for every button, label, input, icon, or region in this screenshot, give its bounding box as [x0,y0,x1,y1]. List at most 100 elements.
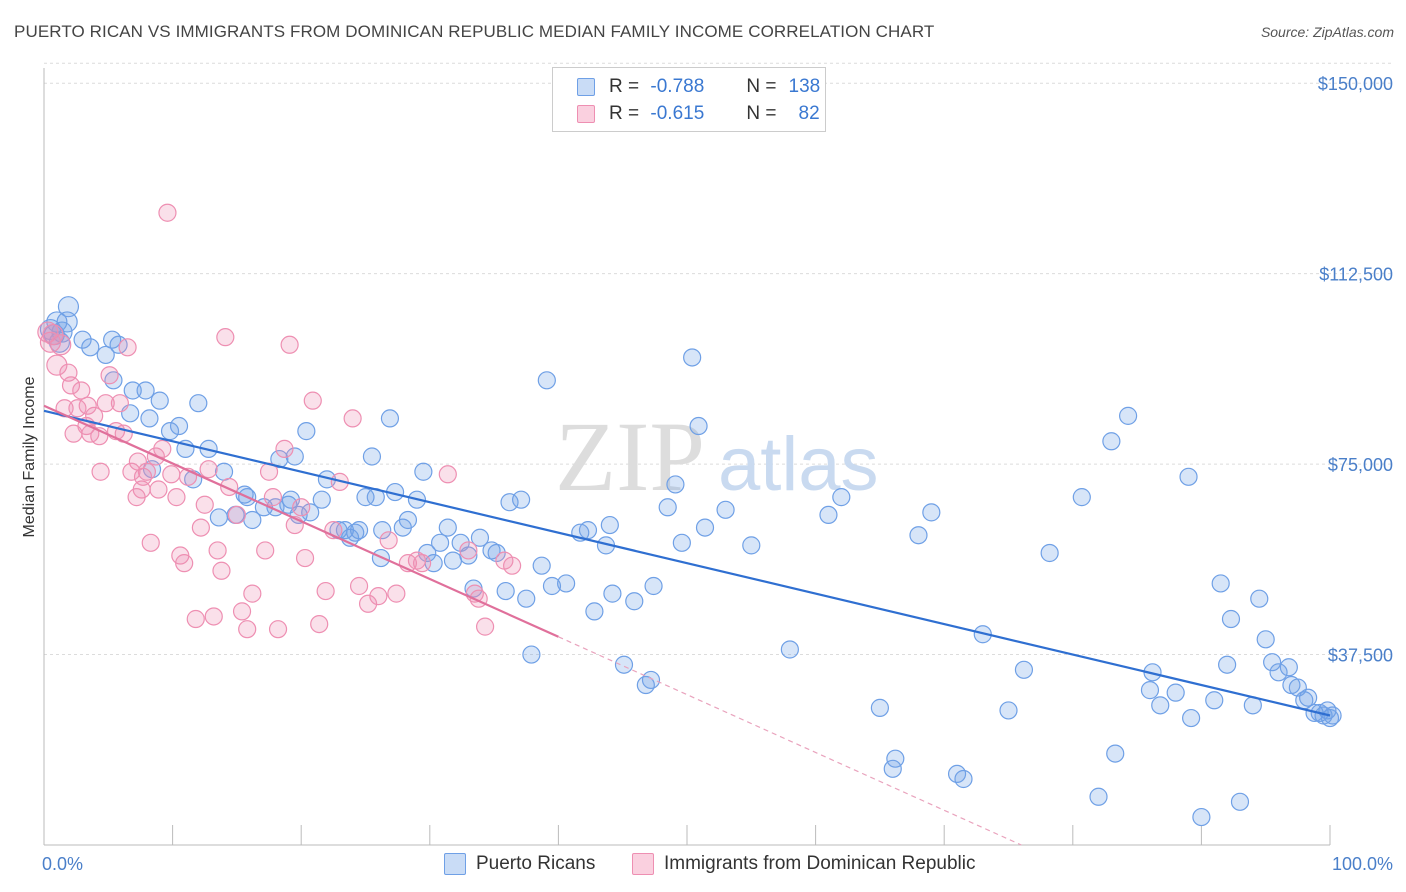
point-puerto-rican-72 [517,589,536,608]
point-dominican-41 [195,495,214,514]
point-dominican-46 [216,328,235,347]
legend-swatch-blue [577,78,595,96]
point-puerto-rican-5 [56,311,78,333]
point-dominican-63 [316,581,335,601]
point-dominican-69 [369,587,388,606]
y-tick-label-0: $37,500 [1328,646,1393,666]
point-puerto-rican-110 [1040,543,1059,563]
legend-row-puerto-ricans: R = -0.788 N = 138 [577,75,820,99]
point-dominican-32 [153,439,172,458]
point-dominican-59 [292,498,311,517]
point-dominican-35 [167,488,186,507]
point-puerto-rican-127 [1230,792,1250,811]
point-puerto-rican-132 [1269,663,1288,682]
point-puerto-rican-112 [1089,787,1108,806]
point-dominican-50 [238,620,257,639]
legend-n-label: N = [746,103,777,124]
point-dominican-71 [387,584,406,603]
point-puerto-rican-118 [1151,696,1170,715]
point-dominican-44 [208,541,227,560]
point-dominican-56 [275,439,294,458]
point-dominican-43 [204,607,223,626]
point-dominican-75 [438,465,457,484]
point-dominican-29 [141,533,160,552]
point-dominican-74 [412,554,432,573]
legend-r-label: R = [609,76,640,97]
y-tick-label-2: $112,500 [1319,265,1393,285]
point-puerto-rican-122 [1192,807,1211,827]
point-puerto-rican-20 [169,416,189,436]
watermark-zip: ZIP [555,401,705,512]
point-dominican-54 [263,488,283,507]
point-puerto-rican-88 [644,576,663,596]
point-puerto-rican-52 [380,409,400,428]
trend-extension-dominican-immigrants [558,636,1022,846]
point-dominican-20 [110,394,129,413]
point-dominican-79 [475,617,495,636]
point-puerto-rican-137 [1299,688,1318,707]
point-puerto-rican-70 [500,493,519,512]
trend-line-puerto-ricans [43,409,1331,717]
point-puerto-rican-58 [418,543,437,563]
tick-labels: $37,500 $75,000 $112,500 $150,000 0.0% 100.0% [42,74,1393,874]
point-puerto-rican-124 [1211,574,1230,593]
legend-n-value: 138 [788,76,821,97]
point-puerto-rican-36 [285,447,304,466]
point-puerto-rican-123 [1205,691,1224,710]
point-puerto-rican-95 [716,500,735,519]
point-puerto-rican-104 [922,503,941,522]
trend-lines [43,404,1331,846]
point-puerto-rican-48 [362,447,382,466]
point-puerto-rican-18 [150,391,169,410]
point-puerto-rican-82 [600,515,619,535]
trend-line-dominican-immigrants [43,404,559,638]
point-dominican-49 [232,602,252,621]
point-puerto-rican-74 [532,556,551,575]
point-puerto-rican-89 [658,498,677,517]
legend: R = -0.788 N = 138 R = -0.615 N = 82 [552,67,826,132]
point-dominican-81 [503,556,522,575]
legend-r-label: R = [609,103,640,124]
point-dominican-66 [343,409,362,428]
point-puerto-rican-8 [81,338,100,357]
point-puerto-rican-87 [641,670,661,690]
point-puerto-rican-92 [683,348,702,367]
point-dominican-61 [303,391,322,410]
point-dominican-12 [78,396,97,415]
point-dominican-33 [158,203,177,222]
point-dominican-39 [186,609,205,629]
y-tick-label-3: $150,000 [1318,74,1393,94]
point-puerto-rican-86 [636,675,655,695]
point-puerto-rican-67 [482,541,501,560]
point-puerto-rican-111 [1072,488,1091,507]
point-dominican-23 [122,462,141,481]
point-puerto-rican-113 [1102,432,1121,451]
bottom-legend-label: Immigrants from Dominican Republic [664,853,976,874]
point-puerto-rican-80 [585,602,604,621]
x-tick-label-0: 0.0% [42,854,83,874]
point-puerto-rican-91 [672,533,691,552]
point-puerto-rican-100 [870,698,890,717]
point-dominican-62 [310,614,329,634]
point-dominican-37 [175,554,194,573]
point-puerto-rican-94 [695,518,715,537]
point-puerto-rican-106 [954,769,973,789]
axes [43,68,1331,846]
watermark-atlas: atlas [718,422,879,507]
point-puerto-rican-9 [96,345,115,365]
point-puerto-rican-68 [487,543,506,563]
point-puerto-rican-16 [140,409,159,428]
point-puerto-rican-129 [1250,589,1269,608]
bottom-legend-label: Puerto Ricans [476,853,596,874]
point-puerto-rican-116 [1140,681,1160,700]
point-puerto-rican-60 [430,533,450,552]
point-dominican-34 [162,465,181,484]
legend-row-dominican-immigrants: R = -0.615 N = 82 [577,102,820,126]
point-puerto-rican-98 [819,505,838,525]
point-puerto-rican-121 [1182,708,1201,728]
point-puerto-rican-25 [209,508,228,527]
bottom-legend-swatch-pink [632,853,654,875]
point-puerto-rican-85 [625,592,644,611]
series-puerto-ricans [39,296,1342,827]
point-dominican-60 [295,548,315,568]
